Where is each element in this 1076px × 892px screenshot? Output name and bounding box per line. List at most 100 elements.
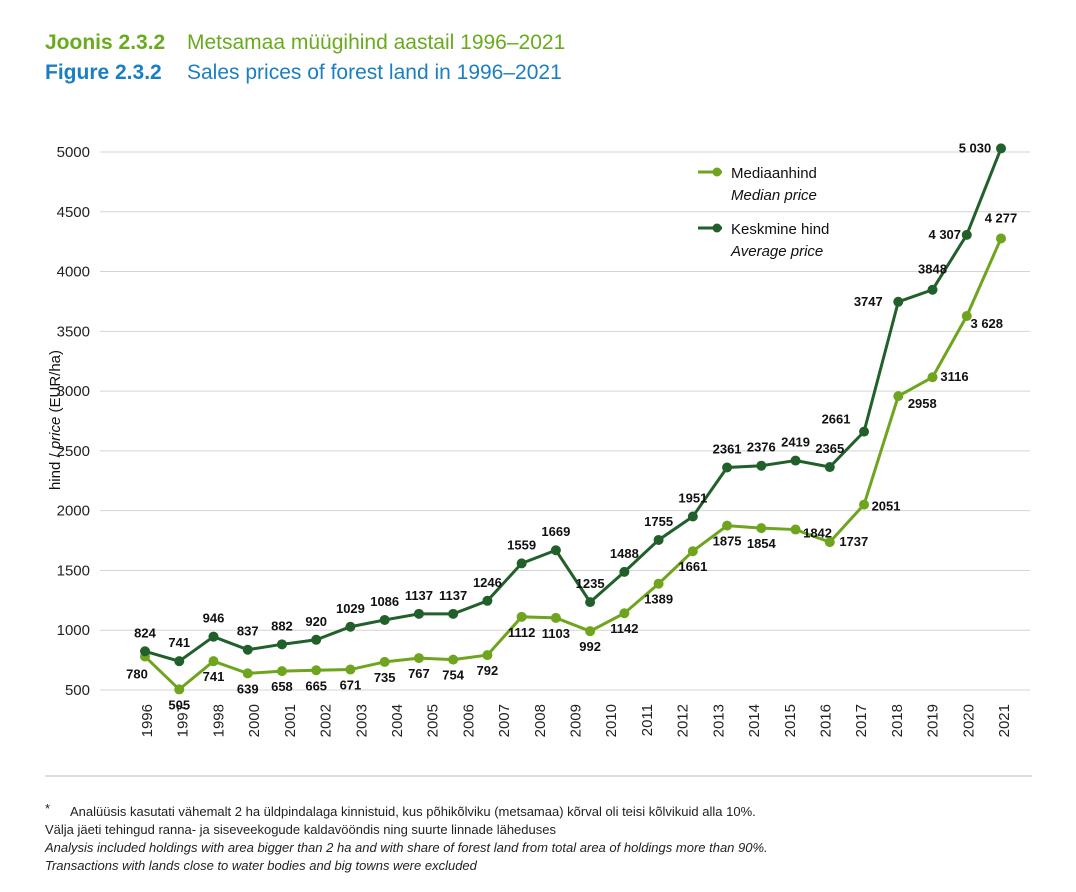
data-point xyxy=(311,634,322,645)
title-et: Metsamaa müügihind aastail 1996–2021 xyxy=(187,31,565,54)
data-point xyxy=(276,666,287,677)
data-point xyxy=(208,631,219,642)
value-label: 1235 xyxy=(576,576,605,591)
data-point xyxy=(824,537,835,548)
value-label: 2051 xyxy=(872,499,901,514)
x-tick-label: 2006 xyxy=(460,704,477,737)
value-label: 1103 xyxy=(542,626,570,641)
y-tick-label: 1500 xyxy=(57,562,90,579)
value-label: 1661 xyxy=(678,559,707,574)
value-label: 1137 xyxy=(439,588,467,603)
y-label-part: hind / xyxy=(47,449,64,490)
value-label: 1669 xyxy=(541,524,570,539)
x-tick-label: 2000 xyxy=(246,704,263,737)
y-tick-label: 4500 xyxy=(57,204,90,221)
value-label: 2419 xyxy=(781,435,810,450)
data-point xyxy=(550,612,561,623)
data-point xyxy=(687,511,698,522)
x-tick-label: 2015 xyxy=(782,704,799,737)
value-label: 1246 xyxy=(473,575,502,590)
value-label: 639 xyxy=(237,681,259,696)
data-point xyxy=(585,626,596,637)
value-label: 1488 xyxy=(610,546,639,561)
data-point xyxy=(550,545,561,556)
x-tick-label: 2001 xyxy=(282,704,299,737)
x-tick-label: 2019 xyxy=(925,704,942,737)
value-label: 741 xyxy=(203,669,225,684)
value-label: 1737 xyxy=(839,534,868,549)
data-point xyxy=(242,644,253,655)
x-tick-label: 2009 xyxy=(568,704,585,737)
value-label: 4 277 xyxy=(985,210,1018,225)
data-point xyxy=(208,656,219,667)
data-point xyxy=(174,656,185,667)
footnote: Analysis included holdings with area big… xyxy=(44,840,768,855)
title-label-et: Joonis 2.3.2 xyxy=(45,31,165,54)
y-tick-label: 500 xyxy=(65,682,90,699)
data-point xyxy=(345,621,356,632)
x-tick-label: 2002 xyxy=(318,704,335,737)
data-point xyxy=(859,426,870,437)
data-point xyxy=(516,558,527,569)
data-point xyxy=(756,460,767,471)
value-label: 882 xyxy=(271,618,293,633)
value-label: 780 xyxy=(126,667,148,682)
value-label: 1137 xyxy=(405,588,433,603)
value-label: 3848 xyxy=(918,262,947,277)
value-label: 792 xyxy=(477,663,499,678)
x-tick-label: 2018 xyxy=(889,704,906,737)
value-label: 1559 xyxy=(507,537,536,552)
data-point xyxy=(893,296,904,307)
x-tick-label: 2014 xyxy=(746,704,763,737)
value-label: 1842 xyxy=(803,526,832,541)
x-tick-label: 2011 xyxy=(639,704,656,736)
value-label: 824 xyxy=(134,625,156,640)
data-point xyxy=(482,595,493,606)
x-tick-label: 2017 xyxy=(853,704,870,737)
x-tick-label: 2021 xyxy=(996,704,1013,737)
value-label: 767 xyxy=(408,666,430,681)
data-point xyxy=(722,462,733,473)
value-label: 505 xyxy=(168,697,190,712)
data-point xyxy=(585,597,596,608)
x-tick-label: 1996 xyxy=(139,704,156,737)
data-point xyxy=(619,608,630,619)
y-tick-label: 4000 xyxy=(57,264,90,281)
data-point xyxy=(482,650,493,661)
x-tick-label: 2013 xyxy=(710,704,727,737)
footnote: Transactions with lands close to water b… xyxy=(45,858,478,873)
x-tick-label: 2010 xyxy=(603,704,620,737)
data-point xyxy=(448,654,459,665)
footnote-marker: * xyxy=(45,801,50,816)
value-label: 1755 xyxy=(644,514,673,529)
data-point xyxy=(722,520,733,531)
value-label: 5 030 xyxy=(959,140,992,155)
y-tick-label: 2500 xyxy=(57,443,90,460)
data-point xyxy=(824,462,835,473)
value-label: 1951 xyxy=(678,491,707,506)
data-point xyxy=(790,524,801,535)
data-point xyxy=(756,523,767,534)
y-tick-label: 1000 xyxy=(57,622,90,639)
value-label: 946 xyxy=(203,611,225,626)
data-point xyxy=(996,233,1006,244)
data-point xyxy=(311,665,322,676)
value-label: 1854 xyxy=(747,536,777,551)
data-point xyxy=(996,143,1006,154)
data-point xyxy=(927,372,938,383)
value-label: 2361 xyxy=(713,442,742,457)
value-label: 671 xyxy=(340,678,362,693)
series-line xyxy=(143,237,1003,692)
x-tick-label: 2012 xyxy=(675,704,692,737)
title-label-en: Figure 2.3.2 xyxy=(45,61,162,84)
value-label: 735 xyxy=(374,670,396,685)
data-point xyxy=(242,668,253,679)
legend-label: Keskmine hind xyxy=(731,221,829,238)
value-label: 1112 xyxy=(508,625,536,640)
y-label-part: price xyxy=(47,417,64,451)
legend-marker xyxy=(712,223,722,233)
value-label: 1142 xyxy=(610,621,638,636)
x-tick-label: 2005 xyxy=(425,704,442,737)
value-label: 3 628 xyxy=(970,316,1003,331)
